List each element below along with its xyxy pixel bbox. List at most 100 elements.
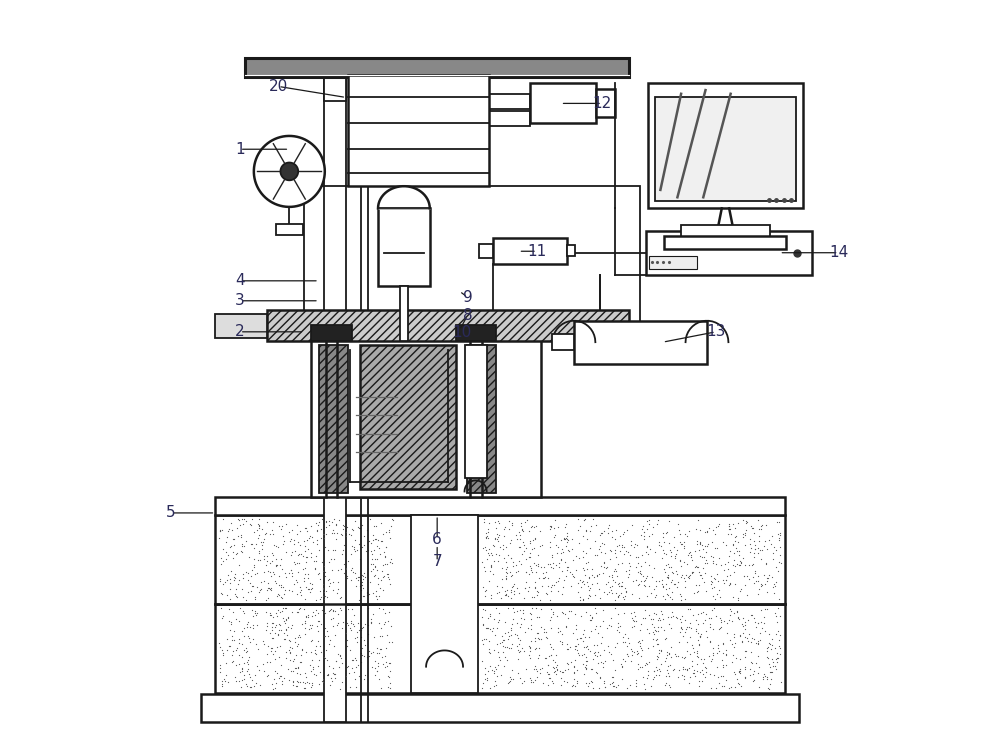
Point — [238, 535, 254, 547]
Point — [682, 648, 698, 660]
Point — [489, 671, 505, 683]
Point — [558, 531, 574, 543]
Point — [302, 531, 318, 542]
Point — [686, 665, 702, 677]
Point — [623, 608, 639, 620]
Point — [341, 528, 357, 540]
Point — [339, 634, 355, 646]
Point — [523, 613, 539, 625]
Point — [681, 525, 697, 536]
Point — [624, 649, 640, 661]
Point — [241, 668, 257, 680]
Point — [636, 678, 652, 690]
Point — [530, 585, 546, 597]
Point — [287, 662, 303, 674]
Point — [660, 572, 676, 584]
Point — [716, 615, 732, 627]
Point — [496, 523, 512, 535]
Point — [487, 629, 503, 641]
Point — [380, 615, 396, 627]
Point — [286, 578, 302, 590]
Point — [721, 614, 737, 626]
Point — [356, 539, 372, 551]
Point — [321, 580, 337, 592]
Point — [321, 519, 337, 531]
Point — [710, 520, 726, 532]
Point — [653, 646, 669, 657]
Point — [290, 637, 306, 649]
Point — [721, 682, 737, 694]
Point — [611, 626, 627, 638]
Point — [744, 657, 760, 669]
Point — [317, 571, 333, 582]
Point — [531, 572, 547, 584]
Point — [381, 671, 397, 683]
Point — [566, 667, 582, 679]
Point — [705, 524, 721, 536]
Point — [578, 606, 594, 618]
Point — [596, 556, 612, 568]
Point — [481, 516, 497, 528]
Point — [365, 534, 381, 546]
Point — [234, 674, 250, 686]
Point — [223, 516, 239, 528]
Point — [674, 651, 690, 663]
Point — [633, 560, 649, 572]
Point — [616, 542, 632, 554]
Point — [330, 608, 346, 620]
Point — [262, 565, 278, 577]
Point — [737, 527, 753, 539]
Point — [650, 614, 666, 626]
Point — [255, 536, 271, 548]
Point — [286, 533, 302, 545]
Point — [750, 575, 766, 587]
Point — [715, 647, 731, 659]
Point — [240, 616, 256, 628]
Point — [757, 578, 773, 590]
Point — [500, 677, 516, 689]
Point — [497, 617, 513, 628]
Point — [686, 587, 702, 599]
Point — [593, 656, 609, 668]
Point — [361, 535, 377, 547]
Point — [291, 603, 307, 615]
Point — [669, 581, 685, 593]
Point — [363, 537, 379, 549]
Point — [230, 513, 246, 525]
Point — [381, 524, 397, 536]
Point — [265, 528, 281, 540]
Point — [246, 554, 262, 565]
Point — [516, 539, 532, 551]
Point — [651, 663, 667, 674]
Point — [547, 666, 563, 677]
Point — [348, 572, 364, 584]
Point — [235, 591, 251, 603]
Point — [618, 565, 634, 577]
Point — [639, 523, 655, 535]
Point — [578, 651, 594, 663]
Point — [641, 518, 657, 530]
Point — [530, 559, 546, 571]
Point — [258, 594, 274, 605]
Point — [339, 640, 355, 652]
Point — [559, 657, 575, 669]
Point — [381, 526, 397, 538]
Point — [363, 616, 379, 628]
Point — [290, 566, 306, 578]
Point — [662, 591, 678, 603]
Point — [699, 557, 715, 569]
Point — [486, 613, 502, 625]
Point — [249, 582, 265, 594]
Point — [773, 676, 789, 688]
Point — [615, 528, 631, 540]
Point — [699, 631, 715, 643]
Point — [729, 673, 745, 685]
Point — [582, 614, 598, 626]
Point — [303, 622, 319, 634]
Point — [359, 586, 375, 598]
Point — [707, 574, 723, 585]
Point — [248, 637, 264, 649]
Point — [502, 566, 518, 578]
Point — [276, 633, 292, 645]
Point — [307, 562, 323, 574]
